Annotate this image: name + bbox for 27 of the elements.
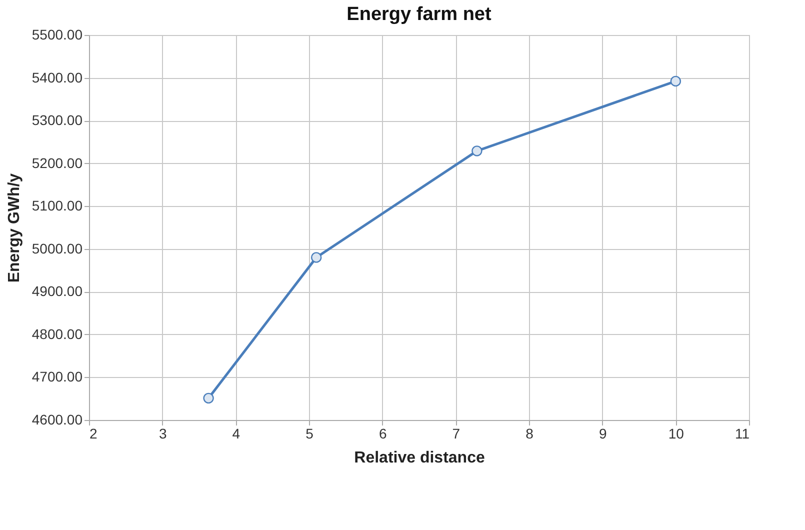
point: [472, 146, 482, 156]
y-axis-title: Energy GWh/y: [6, 173, 23, 283]
point: [203, 392, 214, 404]
x-tick-label: 2: [90, 426, 98, 442]
y-tick-label: 5400.00: [32, 69, 83, 86]
x-tick-label: 8: [526, 426, 534, 442]
x-tick-label: 4: [232, 426, 240, 442]
x-tick-label: 6: [378, 426, 387, 442]
x-tick-label: 5: [306, 426, 314, 442]
x-axis-title: Relative distance: [354, 450, 485, 466]
y-tick-label: 5300.00: [32, 112, 83, 128]
x-tick-label: 3: [158, 426, 167, 442]
x-tick-label: 9: [598, 426, 607, 442]
y-tick-label: 4600.00: [32, 412, 83, 428]
y-tick-label: 5500.00: [32, 26, 83, 42]
x-tick-label: 11: [734, 426, 750, 442]
point: [670, 76, 682, 87]
y-tick-label: 5100.00: [32, 198, 83, 214]
x-tick-label: 7: [452, 426, 460, 442]
y-tick-label: 4700.00: [32, 368, 83, 385]
point: [310, 252, 322, 263]
y-tick-label: 4900.00: [32, 283, 83, 300]
chart-title: Energy farm net: [346, 4, 492, 25]
y-tick-label: 4800.00: [32, 326, 83, 342]
y-tick-label: 5200.00: [32, 154, 83, 171]
y-tick-label: 5000.00: [32, 240, 83, 256]
x-tick-label: 10: [668, 426, 684, 442]
